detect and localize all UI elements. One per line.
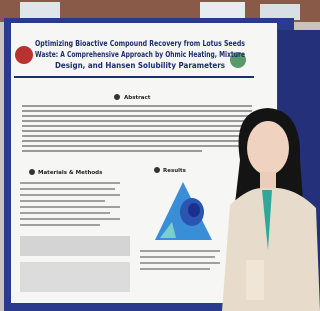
section-heading: Abstract — [124, 95, 151, 101]
poster-title: Optimizing Bioactive Compound Recovery f… — [35, 39, 245, 48]
face — [247, 121, 289, 175]
icon — [29, 169, 35, 175]
photo: Optimizing Bioactive Compound Recovery f… — [0, 0, 320, 311]
coat-fold — [246, 260, 264, 300]
page: Optimizing Bioactive Compound Recovery f… — [0, 0, 320, 311]
ternary-contour — [188, 203, 200, 217]
window — [20, 2, 60, 18]
poster-title: Design, and Hansen Solubility Parameters — [55, 61, 225, 70]
icon — [114, 94, 120, 100]
section-heading: Materials & Methods — [38, 170, 103, 176]
title-rule — [14, 76, 254, 78]
poster-title: Waste: A Comprehensive Approach by Ohmic… — [35, 50, 245, 59]
section-heading: Results — [163, 168, 187, 174]
coat — [222, 188, 320, 311]
icon — [154, 167, 160, 173]
window — [260, 4, 300, 20]
window — [200, 2, 245, 20]
logo — [15, 46, 33, 64]
